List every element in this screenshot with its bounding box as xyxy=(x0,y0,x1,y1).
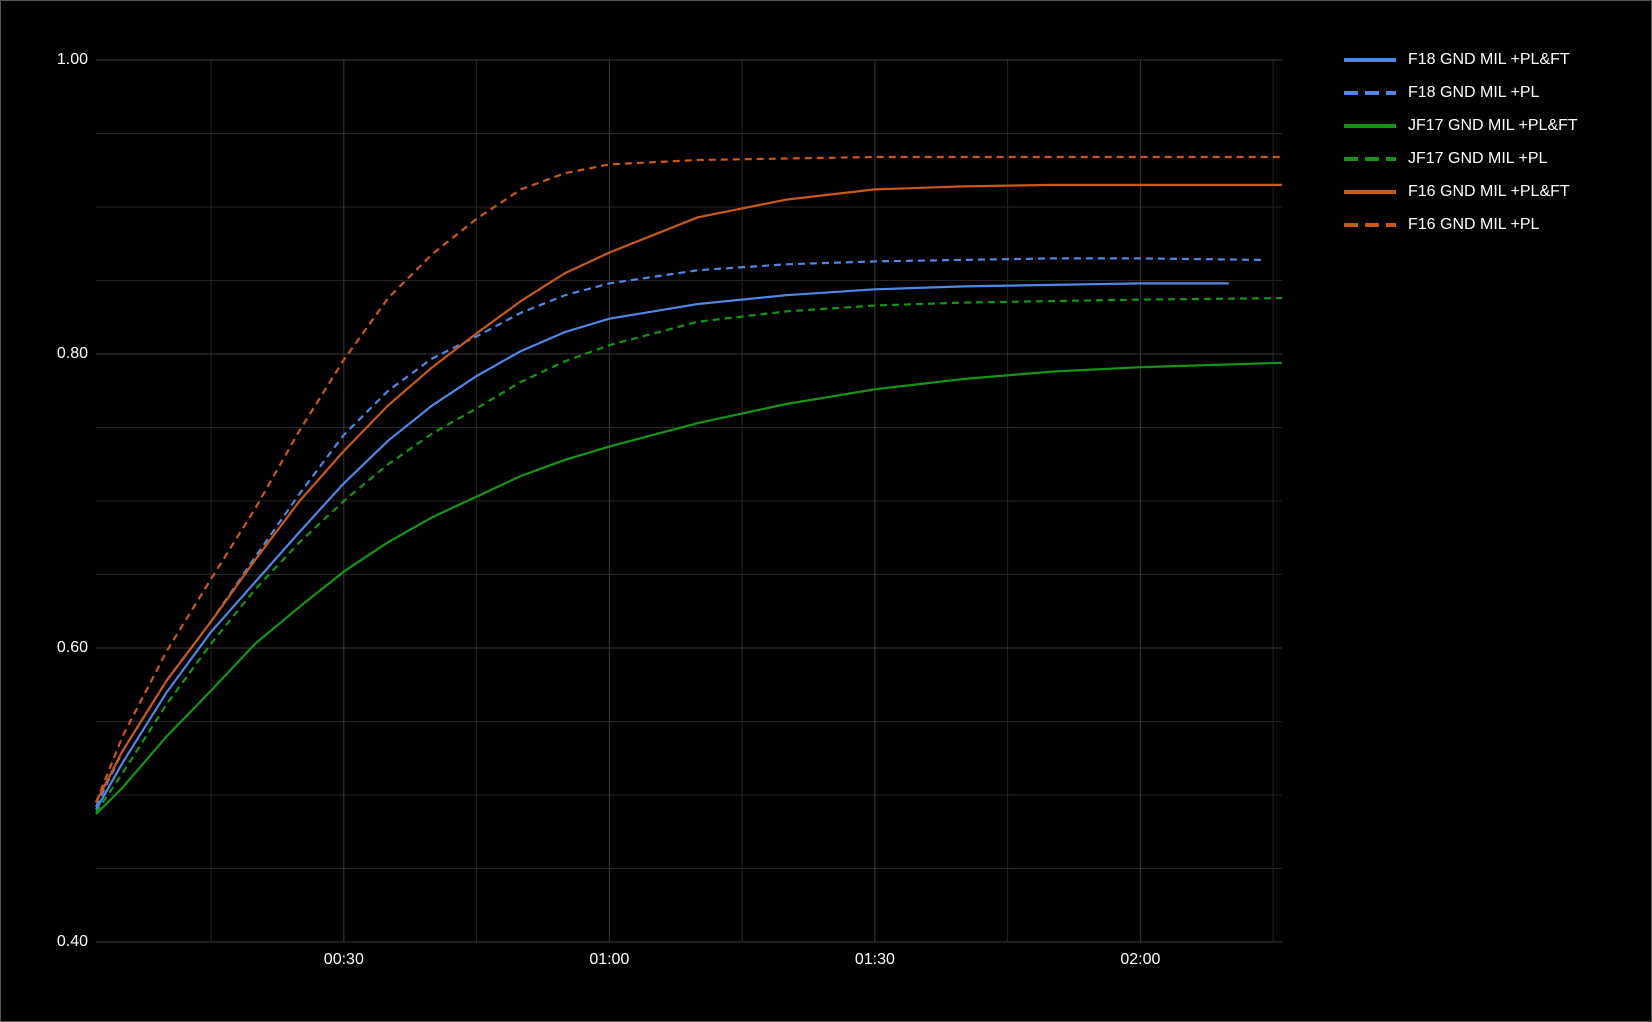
series-line xyxy=(95,282,1229,811)
series-line xyxy=(94,155,1282,803)
x-tick-label: 02:00 xyxy=(1120,951,1160,968)
series-line xyxy=(95,183,1282,803)
y-tick-label: 0.40 xyxy=(57,933,88,950)
series-line xyxy=(95,297,1283,814)
legend-label: JF17 GND MIL +PL&FT xyxy=(1408,117,1578,134)
legend-label: F18 GND MIL +PL xyxy=(1408,84,1540,101)
legend-label: F16 GND MIL +PL&FT xyxy=(1408,183,1570,200)
x-tick-label: 00:30 xyxy=(324,951,364,968)
y-tick-label: 0.80 xyxy=(57,345,88,362)
legend-label: F16 GND MIL +PL xyxy=(1408,216,1540,233)
series-line xyxy=(95,361,1283,815)
x-tick-label: 01:30 xyxy=(855,951,895,968)
x-tick-label: 01:00 xyxy=(589,951,629,968)
y-tick-label: 1.00 xyxy=(57,51,88,68)
legend-label: F18 GND MIL +PL&FT xyxy=(1408,51,1570,68)
y-tick-label: 0.60 xyxy=(57,639,88,656)
legend-label: JF17 GND MIL +PL xyxy=(1408,150,1548,167)
